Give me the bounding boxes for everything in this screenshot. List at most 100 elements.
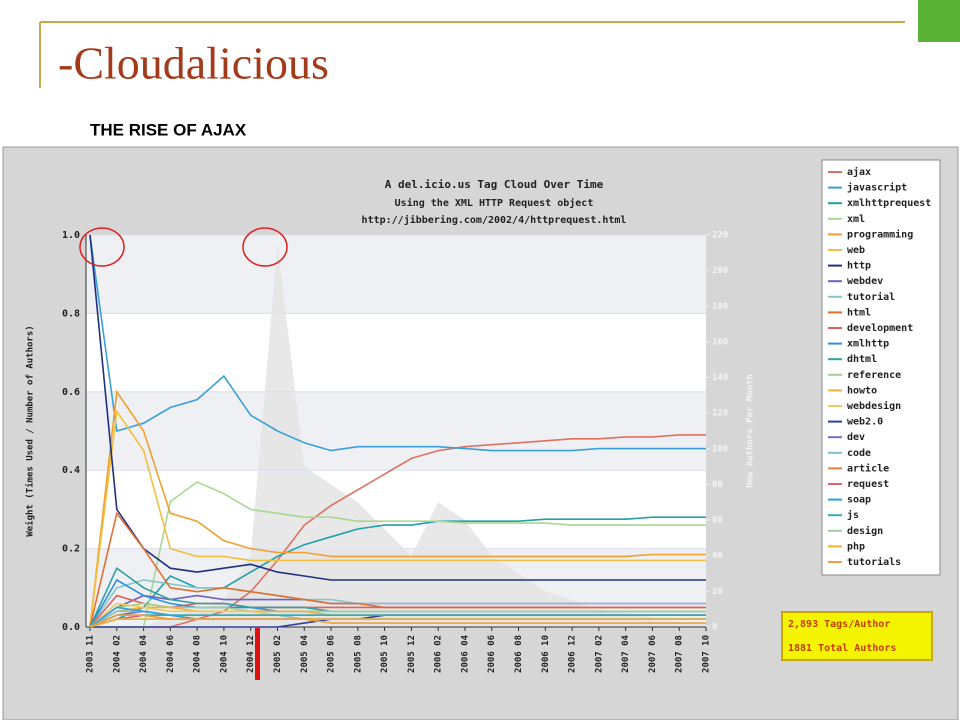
highlight-circle [242,227,288,267]
slide-subtitle: THE RISE OF AJAX [90,120,247,139]
y2-tick-label: 20 [712,587,723,597]
x-tick-label: 2005 02 [273,635,283,673]
legend-label: xmlhttp [847,339,889,350]
x-tick-label: 2005 06 [327,635,337,673]
y2-tick-label: 220 [712,231,728,241]
series-line [89,516,706,628]
chart-subtitle: http://jibbering.com/2002/4/httprequest.… [362,214,627,226]
y-tick-label: 0.6 [62,387,80,398]
legend-label: web2.0 [847,417,883,428]
x-tick-label: 2006 12 [568,635,578,673]
legend-label: code [847,448,871,459]
y2-tick-label: 60 [712,516,723,526]
legend-label: xml [847,214,865,225]
legend-label: dhtml [847,354,877,365]
legend-label: reference [847,370,901,381]
legend-label: http [847,261,871,272]
x-tick-label: 2005 12 [407,635,417,673]
legend-label: php [847,541,865,552]
series-line [89,614,706,628]
y2-tick-label: 80 [712,480,723,490]
y-tick-label: 0.4 [62,465,80,476]
x-tick-label: 2006 06 [487,635,497,673]
highlight-circle [79,227,125,267]
series-line [89,389,706,628]
y-tick-label: 0.8 [62,308,80,319]
legend-label: js [847,509,859,521]
stat: 1881 Total Authors [788,643,896,654]
legend-label: xmlhttprequest [847,198,931,209]
series-line [89,234,706,452]
y2-tick-label: 40 [712,551,723,561]
series-line [89,579,706,628]
x-tick-label: 2007 06 [648,635,658,673]
grid-band [86,391,706,471]
legend-label: dev [847,432,865,443]
legend-label: development [847,323,913,334]
legend-label: ajax [847,166,871,178]
x-tick-label: 2005 04 [300,634,310,673]
legend-label: article [847,462,889,474]
x-tick-label: 2006 02 [434,635,444,673]
series-line [90,481,706,628]
y-tick-label: 1.0 [62,230,80,241]
marker-bar [255,628,260,680]
y-axis-label: Weight (Times Used / Number of Authors) [25,325,36,536]
y-tick-label: 0.0 [62,622,80,633]
grid-band [86,235,706,314]
legend-label: tutorials [847,556,901,568]
legend-label: html [847,307,871,318]
slide-title: -Cloudalicious [58,38,329,89]
x-tick-label: 2003 11 [86,635,96,673]
x-tick-label: 2005 08 [353,635,363,673]
x-tick-label: 2004 06 [166,635,176,673]
x-tick-label: 2004 08 [193,635,203,673]
x-tick-label: 2004 12 [246,635,256,673]
series-line [89,602,706,628]
legend-label: request [847,479,889,490]
y2-axis-label: New Authors Per Month [746,374,756,488]
x-tick-label: 2007 02 [594,635,604,673]
series-line [90,434,706,628]
legend-label: howto [847,385,877,396]
x-tick-label: 2005 10 [380,635,390,673]
legend-label: programming [847,228,913,240]
y2-tick-label: 120 [712,409,728,419]
stats-box [781,611,933,661]
legend [821,159,941,576]
x-tick-label: 2006 04 [460,634,470,673]
legend-label: webdev [847,276,883,287]
y2-tick-label: 160 [712,337,728,347]
series-line [89,234,706,581]
y2-tick-label: 0 [712,623,717,633]
series-line [89,594,706,628]
y2-tick-label: 140 [712,373,728,383]
legend-label: design [847,525,883,537]
legend-label: javascript [847,182,907,194]
y2-tick-label: 100 [712,444,728,454]
y-tick-label: 0.2 [62,544,80,555]
x-tick-label: 2004 02 [112,635,122,673]
x-tick-label: 2006 08 [514,635,524,673]
x-tick-label: 2007 08 [675,635,685,673]
y2-tick-label: 200 [712,266,728,276]
corner-block [918,0,960,42]
series-line [89,409,706,628]
legend-label: web [847,245,865,256]
chart-subtitle: Using the XML HTTP Request object [395,197,594,209]
stat: 2,893 Tags/Author [788,619,890,630]
legend-label: soap [847,495,871,506]
chart-title: A del.icio.us Tag Cloud Over Time [385,178,604,191]
legend-label: tutorial [847,291,895,303]
series-line [89,614,706,628]
x-tick-label: 2004 04 [139,634,149,673]
x-tick-label: 2004 10 [219,635,229,673]
x-tick-label: 2007 04 [621,634,631,673]
plot [85,234,710,631]
x-tick-label: 2007 10 [702,635,712,673]
legend-label: webdesign [847,400,901,412]
x-tick-label: 2006 10 [541,635,551,673]
y2-tick-label: 180 [712,302,728,312]
new-authors-area [90,243,706,627]
